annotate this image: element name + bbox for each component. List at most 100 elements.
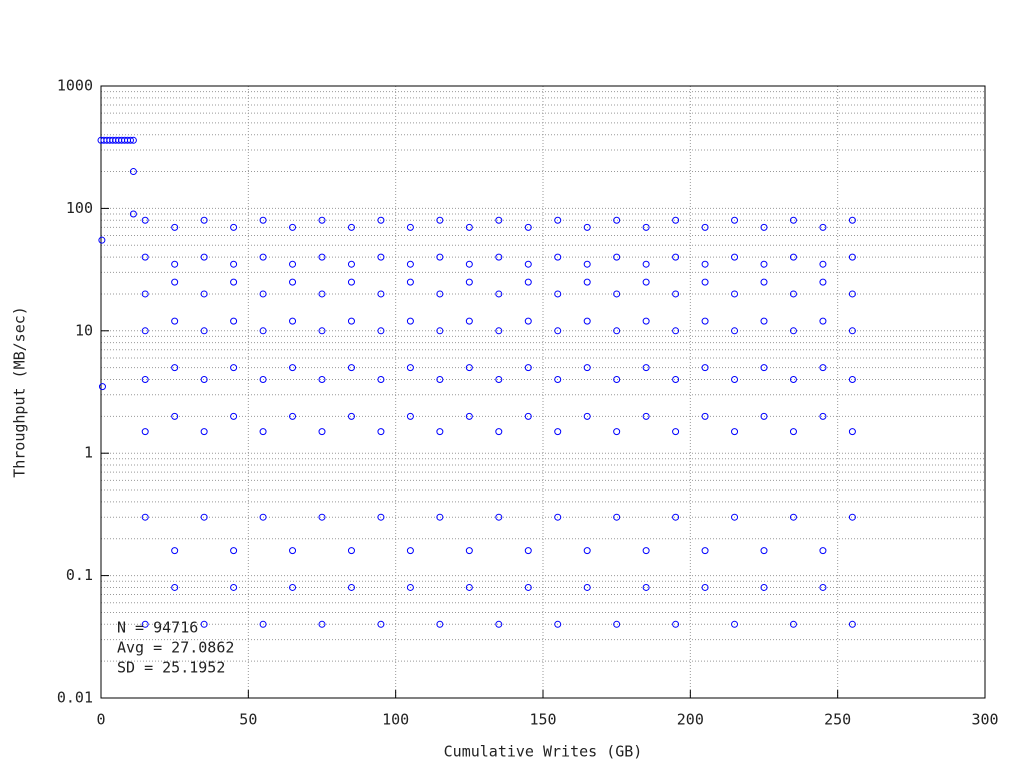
point [347,278,355,286]
point [819,583,827,591]
point [200,253,208,261]
point [554,428,562,436]
point [760,317,768,325]
point [613,620,621,628]
point [789,428,797,436]
point [230,317,238,325]
point [731,620,739,628]
point [819,412,827,420]
point [731,327,739,335]
point [642,412,650,420]
point [230,278,238,286]
point [524,364,532,372]
point [406,547,414,555]
point [848,376,856,384]
point [141,376,149,384]
point [701,364,709,372]
point [200,327,208,335]
point [701,412,709,420]
point [731,253,739,261]
point [701,260,709,268]
x-axis-label: Cumulative Writes (GB) [444,743,643,761]
point [377,376,385,384]
point [583,583,591,591]
point [436,620,444,628]
point [819,223,827,231]
point [200,620,208,628]
point [230,412,238,420]
point [200,216,208,224]
point [200,290,208,298]
x-tick-label: 100 [382,711,409,729]
point [377,620,385,628]
point [318,376,326,384]
y-axis-label: Throughput (MB/sec) [11,306,29,478]
point [672,327,680,335]
point [230,223,238,231]
point [465,278,473,286]
point [230,364,238,372]
point [465,260,473,268]
point [377,513,385,521]
point [495,620,503,628]
point [789,253,797,261]
point [406,364,414,372]
point [554,620,562,628]
point [848,327,856,335]
point [141,216,149,224]
point [731,376,739,384]
point [406,317,414,325]
point [289,364,297,372]
point [701,583,709,591]
point [141,327,149,335]
point [230,583,238,591]
point [141,428,149,436]
point [789,327,797,335]
point [436,253,444,261]
point [583,364,591,372]
point [495,290,503,298]
point [141,253,149,261]
point [848,513,856,521]
point [819,547,827,555]
point [613,513,621,521]
point [495,253,503,261]
point [259,376,267,384]
point [613,327,621,335]
point [259,620,267,628]
point [377,290,385,298]
point [848,620,856,628]
point [465,547,473,555]
plot-frame [100,85,986,699]
annotation: N = 94716 [117,619,198,637]
point [554,216,562,224]
point [642,260,650,268]
point [141,620,149,628]
point [377,327,385,335]
point [583,412,591,420]
point [289,223,297,231]
x-tick-label: 200 [677,711,704,729]
point [672,513,680,521]
point [789,620,797,628]
point [642,547,650,555]
point [259,428,267,436]
x-tick-label: 300 [971,711,998,729]
point [318,253,326,261]
point [347,364,355,372]
point [347,547,355,555]
point [347,260,355,268]
point [200,428,208,436]
point [318,513,326,521]
y-tick-label: 0.01 [57,689,93,707]
point [436,216,444,224]
point [406,260,414,268]
point [760,364,768,372]
annotation: Avg = 27.0862 [117,639,234,657]
point [819,278,827,286]
point [465,317,473,325]
point [495,513,503,521]
point [642,278,650,286]
point [848,290,856,298]
point [406,583,414,591]
